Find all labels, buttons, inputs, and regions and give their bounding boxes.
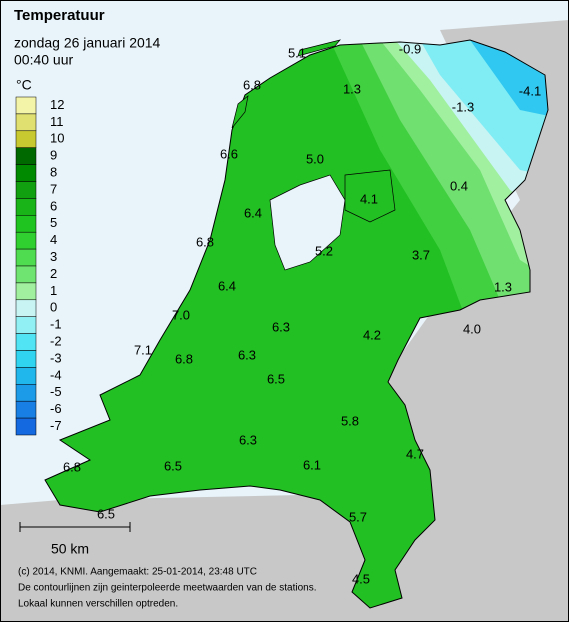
legend-label: 7 <box>50 181 57 196</box>
legend-swatch <box>15 384 37 402</box>
legend-label: 5 <box>50 215 57 230</box>
station-value: 6.1 <box>303 457 321 472</box>
legend-swatch <box>15 147 37 165</box>
station-value: 6.8 <box>63 459 81 474</box>
legend-swatch <box>15 316 37 334</box>
time: 00:40 uur <box>14 52 73 68</box>
station-value: 7.1 <box>134 342 152 357</box>
legend-unit: °C <box>16 77 32 93</box>
station-value: 6.8 <box>196 234 214 249</box>
station-value: 6.5 <box>164 458 182 473</box>
legend-swatch <box>15 367 37 385</box>
station-value: 4.2 <box>363 327 381 342</box>
legend-swatch <box>15 350 37 368</box>
legend-label: 10 <box>50 131 64 146</box>
legend-label: -7 <box>50 418 62 433</box>
station-value: 6.4 <box>218 278 236 293</box>
station-value: 6.3 <box>272 319 290 334</box>
legend-label: 8 <box>50 164 57 179</box>
flevoland <box>344 169 396 223</box>
legend-label: 9 <box>50 148 57 163</box>
station-value: 4.5 <box>352 571 370 586</box>
legend-label: -5 <box>50 384 62 399</box>
footer-line: Lokaal kunnen verschillen optreden. <box>18 599 178 610</box>
legend-swatch <box>15 231 37 250</box>
footer-line: (c) 2014, KNMI. Aangemaakt: 25-01-2014, … <box>18 567 257 578</box>
legend-swatch <box>15 265 37 284</box>
legend-label: 3 <box>50 249 57 264</box>
legend-label: 0 <box>50 300 57 315</box>
date: zondag 26 januari 2014 <box>14 35 161 51</box>
station-value: 1.3 <box>343 81 361 96</box>
legend-swatch <box>15 400 37 419</box>
legend-label: -2 <box>50 333 62 348</box>
station-value: 6.8 <box>243 77 261 92</box>
legend-swatch <box>15 130 37 148</box>
legend-swatch <box>15 96 37 115</box>
island <box>297 39 341 57</box>
station-value: -1.3 <box>452 99 474 114</box>
station-value: 4.7 <box>406 446 424 461</box>
legend-swatch <box>15 248 37 267</box>
station-value: 6.5 <box>97 506 115 521</box>
station-value: 4.0 <box>463 321 481 336</box>
legend-swatch <box>15 333 37 351</box>
station-value: -0.9 <box>399 41 421 56</box>
legend-label: -3 <box>50 350 62 365</box>
legend-swatch <box>15 417 37 436</box>
station-value: 0.4 <box>450 178 468 193</box>
title: Temperatuur <box>14 7 105 24</box>
station-value: 6.5 <box>267 371 285 386</box>
station-value: 5.0 <box>306 151 324 166</box>
ijsselmeer <box>269 174 346 271</box>
station-value: 6.3 <box>238 347 256 362</box>
legend-label: 6 <box>50 198 57 213</box>
legend-swatch <box>15 181 37 199</box>
legend-label: 2 <box>50 266 57 281</box>
station-value: -4.1 <box>519 83 541 98</box>
station-value: 5.2 <box>315 243 333 258</box>
station-value: 6.3 <box>239 432 257 447</box>
station-value: 5.1 <box>288 45 306 60</box>
station-value: 6.6 <box>220 146 238 161</box>
scale-label: 50 km <box>51 541 89 557</box>
legend-label: 1 <box>50 283 57 298</box>
station-value: 3.7 <box>412 247 430 262</box>
footer-line: De contourlijnen zijn geinterpoleerde me… <box>18 583 317 594</box>
country-border <box>44 39 549 609</box>
station-value: 5.7 <box>349 509 367 524</box>
legend-swatch <box>15 299 37 317</box>
station-value: 6.4 <box>244 205 262 220</box>
station-value: 4.1 <box>360 191 378 206</box>
legend-swatch <box>15 164 37 182</box>
legend-swatch <box>15 198 37 216</box>
station-value: 7.0 <box>172 307 190 322</box>
legend-label: -4 <box>50 367 62 382</box>
legend-label: 4 <box>50 232 57 247</box>
station-value: 6.8 <box>175 351 193 366</box>
station-value: 5.8 <box>341 413 359 428</box>
legend-swatch <box>15 215 37 233</box>
legend-label: 12 <box>50 97 64 112</box>
legend-label: -6 <box>50 401 62 416</box>
legend-swatch <box>15 113 37 132</box>
island <box>231 95 249 129</box>
station-value: 1.3 <box>494 279 512 294</box>
legend-label: -1 <box>50 317 62 332</box>
legend-swatch <box>15 282 37 301</box>
legend-label: 11 <box>50 114 64 129</box>
